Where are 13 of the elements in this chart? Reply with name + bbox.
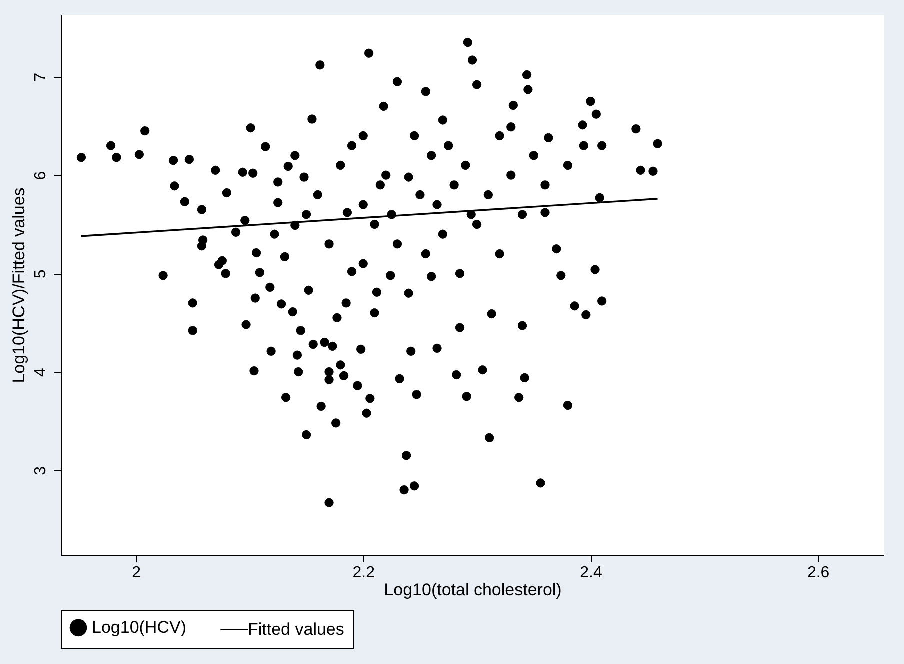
legend-label: Log10(HCV) — [92, 618, 186, 637]
y-tick-label: 6 — [32, 171, 50, 180]
y-axis-title: Log10(HCV)/Fitted values — [10, 188, 28, 384]
legend-label: Fitted values — [248, 620, 344, 639]
x-tick-label: 2 — [132, 564, 142, 582]
x-axis-title: Log10(total cholesterol) — [384, 580, 562, 600]
y-tick-label: 4 — [32, 368, 50, 377]
x-tick-label: 2.6 — [807, 564, 830, 582]
y-tick-label: 5 — [32, 270, 50, 279]
x-tick-label: 2.4 — [580, 564, 602, 582]
y-tick-label: 3 — [32, 466, 50, 476]
x-tick-label: 2.2 — [352, 564, 376, 582]
y-tick-label: 7 — [32, 72, 50, 82]
